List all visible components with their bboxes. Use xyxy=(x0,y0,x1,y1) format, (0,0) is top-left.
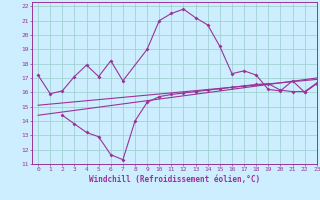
X-axis label: Windchill (Refroidissement éolien,°C): Windchill (Refroidissement éolien,°C) xyxy=(89,175,260,184)
